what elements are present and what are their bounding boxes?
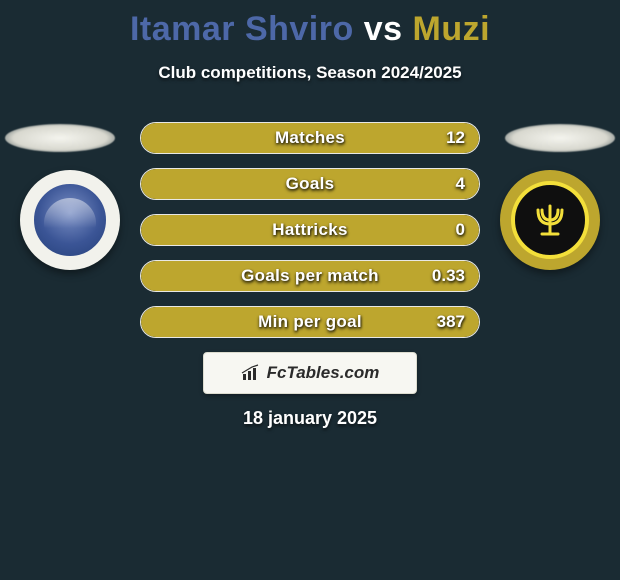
stat-row-min-per-goal: Min per goal 387 (140, 306, 480, 338)
chart-icon (241, 364, 261, 382)
brand-text: FcTables.com (267, 363, 380, 383)
menorah-icon (530, 200, 570, 240)
stat-label: Min per goal (141, 307, 479, 337)
player-a-name: Itamar Shviro (130, 10, 354, 48)
stat-label: Hattricks (141, 215, 479, 245)
stat-label: Goals (141, 169, 479, 199)
stat-value-b: 4 (456, 169, 465, 199)
date-label: 18 january 2025 (0, 408, 620, 429)
stat-label: Matches (141, 123, 479, 153)
stats-container: Matches 12 Goals 4 Hattricks 0 Goals per… (140, 122, 480, 352)
stat-row-matches: Matches 12 (140, 122, 480, 154)
stat-row-goals-per-match: Goals per match 0.33 (140, 260, 480, 292)
stat-value-b: 387 (437, 307, 465, 337)
stat-value-b: 12 (446, 123, 465, 153)
page-title: Itamar Shviro vs Muzi (0, 0, 620, 49)
team-crest-b (500, 170, 600, 270)
team-crest-a (20, 170, 120, 270)
stat-label: Goals per match (141, 261, 479, 291)
brand-badge[interactable]: FcTables.com (203, 352, 417, 394)
stat-row-hattricks: Hattricks 0 (140, 214, 480, 246)
spotlight-left (5, 124, 115, 152)
vs-label: vs (364, 10, 403, 48)
subtitle: Club competitions, Season 2024/2025 (0, 63, 620, 83)
stat-value-b: 0.33 (432, 261, 465, 291)
team-crest-a-inner (31, 181, 109, 259)
stat-value-b: 0 (456, 215, 465, 245)
team-crest-b-inner (511, 181, 589, 259)
spotlight-right (505, 124, 615, 152)
player-b-name: Muzi (413, 10, 491, 48)
stat-row-goals: Goals 4 (140, 168, 480, 200)
